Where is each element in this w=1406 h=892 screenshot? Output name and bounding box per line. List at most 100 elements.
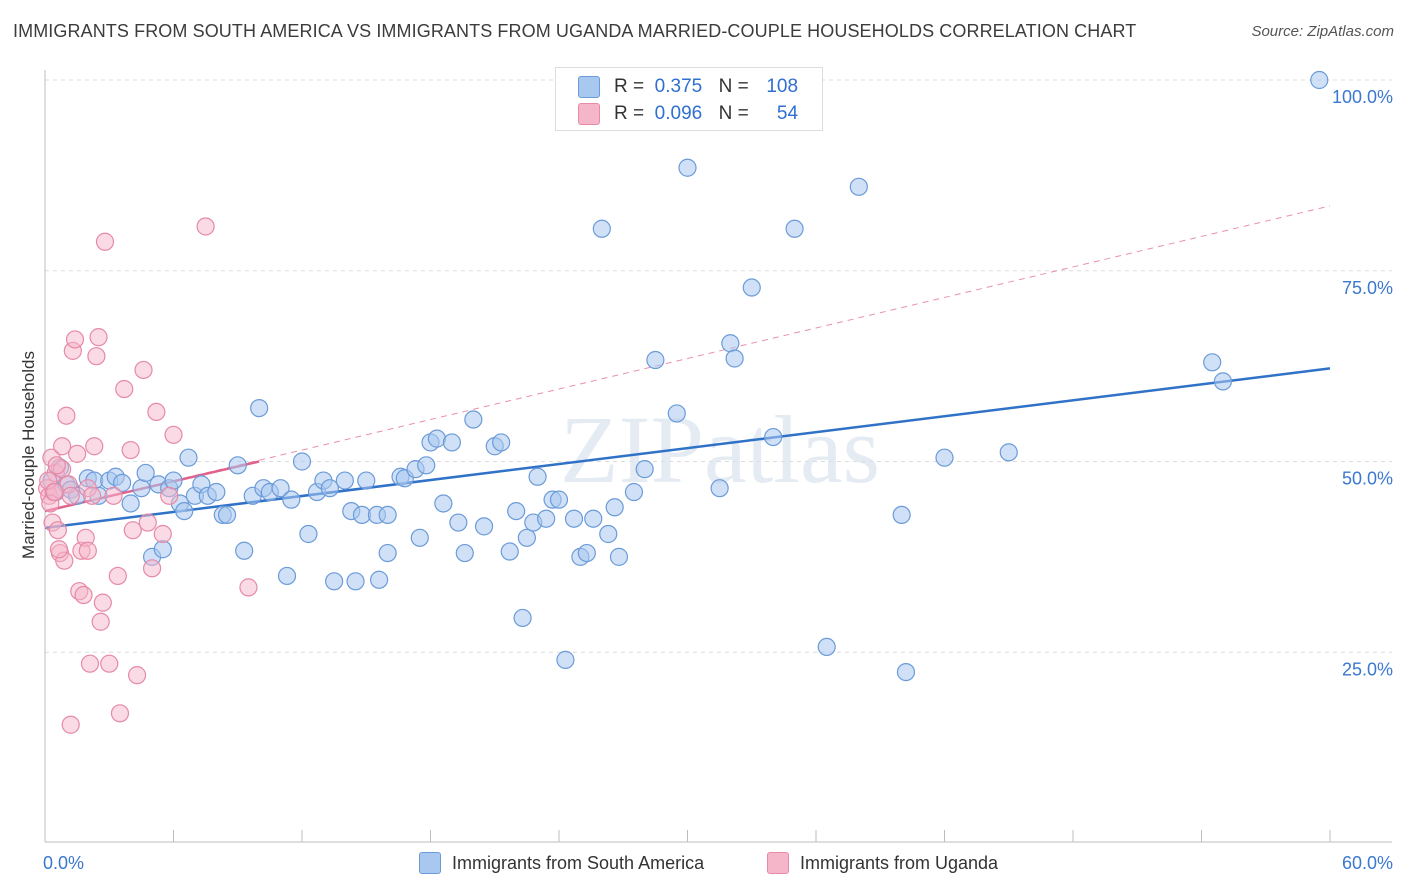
chart-title: IMMIGRANTS FROM SOUTH AMERICA VS IMMIGRA… — [13, 21, 1137, 41]
trend-line-uganda-extended — [44, 205, 1331, 512]
point-south-america — [464, 410, 483, 429]
point-south-america — [721, 334, 740, 353]
point-south-america — [474, 517, 494, 536]
y-tick-label: 75.0% — [1342, 278, 1393, 298]
point-uganda — [89, 328, 108, 347]
point-uganda — [80, 654, 100, 673]
point-uganda — [134, 360, 153, 380]
legend-swatch-blue — [578, 76, 600, 98]
point-south-america — [434, 494, 453, 513]
point-south-america — [320, 479, 339, 498]
point-uganda — [78, 541, 97, 560]
point-uganda — [91, 612, 110, 631]
point-uganda — [138, 513, 157, 532]
point-south-america — [577, 543, 596, 563]
point-south-america — [817, 637, 836, 657]
legend-r-label: R = — [614, 103, 645, 124]
source-label: Source: ZipAtlas.com — [1251, 23, 1394, 40]
point-south-america — [132, 479, 151, 498]
point-south-america — [892, 505, 911, 525]
bottom-legend-label: Immigrants from South America — [452, 852, 705, 873]
point-south-america — [207, 482, 226, 502]
legend-row-south-america: R = 0.375 N = 108 — [578, 75, 798, 99]
point-south-america — [1310, 70, 1329, 90]
legend-n-label: N = — [718, 76, 749, 97]
point-uganda — [123, 521, 142, 540]
point-south-america — [599, 524, 618, 544]
y-tick-label: 50.0% — [1342, 469, 1393, 489]
point-uganda — [93, 593, 112, 612]
point-south-america — [217, 505, 237, 525]
point-south-america — [528, 467, 547, 486]
point-south-america — [517, 528, 536, 547]
point-uganda — [127, 666, 147, 685]
point-uganda — [61, 715, 80, 734]
point-uganda — [85, 437, 104, 456]
point-south-america — [592, 219, 611, 238]
legend-r-label: R = — [614, 76, 645, 97]
point-uganda — [160, 486, 179, 505]
point-south-america — [299, 524, 318, 544]
point-south-america — [999, 443, 1018, 462]
point-uganda — [164, 425, 183, 444]
point-south-america — [849, 177, 868, 196]
point-uganda — [142, 559, 162, 578]
point-south-america — [500, 542, 519, 561]
point-uganda — [49, 540, 69, 559]
point-south-america — [282, 490, 301, 509]
point-south-america — [935, 448, 954, 467]
legend-row-uganda: R = 0.096 N = 54 — [578, 102, 798, 126]
point-south-america — [513, 608, 532, 628]
point-south-america — [725, 349, 744, 368]
point-south-america — [549, 490, 569, 509]
point-south-america — [442, 433, 462, 452]
point-south-america — [427, 429, 447, 448]
gridlines — [45, 79, 1392, 653]
point-south-america — [449, 513, 468, 532]
legend-box: R = 0.375 N = 108 R = 0.096 N = 54 — [555, 67, 823, 131]
legend-n-value: 108 — [766, 76, 799, 97]
point-uganda — [87, 347, 106, 366]
point-uganda — [53, 437, 72, 456]
point-south-america — [250, 398, 269, 418]
legend-swatch-pink — [578, 103, 600, 125]
point-south-america — [537, 509, 556, 528]
legend-n-value: 54 — [776, 103, 799, 124]
point-south-america — [325, 572, 344, 591]
point-uganda — [121, 440, 140, 460]
point-south-america — [455, 543, 474, 563]
point-uganda — [95, 232, 115, 251]
point-south-america — [742, 278, 761, 297]
legend-n-label: N = — [718, 103, 749, 124]
point-south-america — [624, 482, 644, 502]
point-south-america — [271, 479, 290, 498]
point-uganda — [57, 406, 76, 425]
point-uganda — [196, 217, 215, 236]
point-south-america — [764, 427, 783, 447]
point-south-america — [357, 471, 376, 490]
point-uganda — [239, 578, 258, 597]
point-south-america — [1213, 372, 1233, 391]
point-uganda — [48, 521, 67, 540]
point-south-america — [556, 650, 575, 669]
point-south-america — [112, 473, 132, 492]
bottom-legend-swatch-blue — [419, 852, 441, 874]
x-tick-label: 0.0% — [43, 853, 84, 873]
point-south-america — [335, 471, 354, 490]
point-uganda — [147, 402, 166, 422]
point-uganda — [45, 482, 64, 502]
point-south-america — [378, 505, 397, 525]
bottom-legend-swatch-pink — [767, 852, 789, 874]
point-south-america — [609, 547, 629, 566]
point-south-america — [153, 540, 172, 559]
point-uganda — [83, 486, 102, 505]
point-south-america — [235, 541, 254, 560]
point-south-america — [228, 456, 247, 475]
tick-labels: 25.0% 50.0% 75.0% 100.0% 0.0% 60.0% — [43, 87, 1393, 873]
trend-line-south-america — [44, 367, 1331, 530]
point-south-america — [678, 158, 697, 177]
y-tick-label: 25.0% — [1342, 659, 1393, 679]
bottom-legend-south-america: Immigrants from South America — [419, 852, 704, 874]
point-uganda — [104, 486, 123, 505]
